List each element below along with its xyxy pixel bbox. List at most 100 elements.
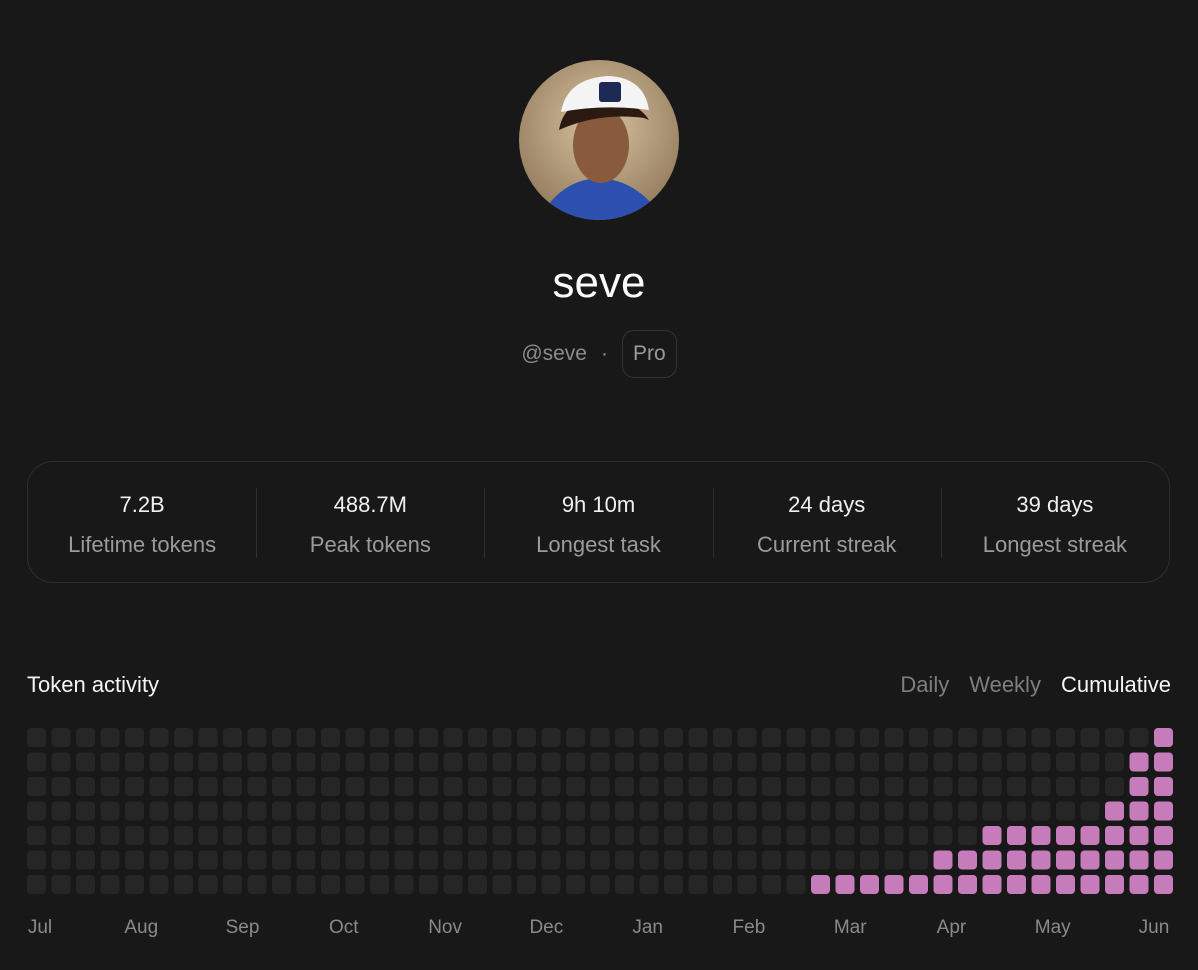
empty-cell <box>517 752 536 772</box>
empty-cell <box>860 728 879 747</box>
empty-cell <box>125 875 144 894</box>
empty-cell <box>639 826 659 845</box>
empty-cell <box>884 752 904 772</box>
empty-cell <box>541 801 561 821</box>
tab[interactable]: Daily <box>900 672 950 697</box>
empty-cell <box>370 801 389 821</box>
x-label: Dec <box>529 917 563 938</box>
stats-card: 7.2B Lifetime tokens 488.7M Peak tokens 9h 1… <box>27 461 1170 583</box>
empty-cell <box>125 826 144 845</box>
empty-cell <box>272 801 291 821</box>
empty-cell <box>272 728 291 747</box>
activity-cell <box>1031 850 1051 870</box>
empty-cell <box>835 777 855 796</box>
empty-cell <box>125 801 144 821</box>
x-label: May <box>1035 917 1071 938</box>
empty-cell <box>933 752 953 772</box>
empty-cell <box>492 850 512 870</box>
empty-cell <box>835 801 855 821</box>
empty-cell <box>1080 801 1100 821</box>
empty-cell <box>394 728 414 747</box>
empty-cell <box>296 777 316 796</box>
activity-cell <box>1154 875 1173 894</box>
empty-cell <box>345 801 365 821</box>
empty-cell <box>590 875 610 894</box>
activity-cell <box>1129 801 1149 821</box>
stat-value: 24 days <box>788 492 866 517</box>
empty-cell <box>100 777 120 796</box>
tab[interactable]: Weekly <box>969 672 1041 697</box>
empty-cell <box>786 752 806 772</box>
empty-cell <box>762 752 781 772</box>
empty-cell <box>345 777 365 796</box>
empty-cell <box>174 875 193 894</box>
x-label: Feb <box>733 917 766 938</box>
empty-cell <box>198 875 218 894</box>
empty-cell <box>517 728 536 747</box>
empty-cell <box>198 752 218 772</box>
empty-cell <box>982 777 1002 796</box>
avatar[interactable] <box>519 60 679 220</box>
stat-label: Lifetime tokens <box>68 532 217 557</box>
tabs: Daily Weekly Cumulative <box>900 672 1171 698</box>
empty-cell <box>370 752 389 772</box>
separator: · <box>601 342 608 365</box>
empty-cell <box>296 826 316 845</box>
empty-cell <box>517 777 536 796</box>
empty-cell <box>590 826 610 845</box>
empty-cell <box>394 777 414 796</box>
empty-cell <box>1056 728 1075 747</box>
empty-cell <box>125 728 144 747</box>
empty-cell <box>76 826 95 845</box>
empty-cell <box>174 826 193 845</box>
empty-cell <box>198 826 218 845</box>
empty-cell <box>100 826 120 845</box>
empty-cell <box>615 752 634 772</box>
empty-cell <box>958 801 977 821</box>
empty-cell <box>223 826 242 845</box>
empty-cell <box>76 777 95 796</box>
empty-cell <box>688 777 708 796</box>
activity-cell <box>1129 752 1149 772</box>
empty-cell <box>492 777 512 796</box>
stat: 24 days Current streak <box>712 462 941 582</box>
empty-cell <box>860 826 879 845</box>
empty-cell <box>860 752 879 772</box>
empty-cell <box>590 752 610 772</box>
activity-cell <box>884 875 904 894</box>
empty-cell <box>541 850 561 870</box>
empty-cell <box>786 801 806 821</box>
empty-cell <box>468 801 487 821</box>
empty-cell <box>688 801 708 821</box>
empty-cell <box>1031 801 1051 821</box>
empty-cell <box>27 752 46 772</box>
tab[interactable]: Cumulative <box>1060 672 1171 697</box>
empty-cell <box>835 850 855 870</box>
empty-cell <box>713 777 732 796</box>
stat-value: 9h 10m <box>561 492 636 517</box>
plan-badge: Pro <box>622 330 677 378</box>
empty-cell <box>517 826 536 845</box>
empty-cell <box>958 752 977 772</box>
empty-cell <box>149 777 169 796</box>
empty-cell <box>296 728 316 747</box>
empty-cell <box>370 826 389 845</box>
activity-cell <box>1056 850 1075 870</box>
stat-value: 39 days <box>1016 492 1094 517</box>
empty-cell <box>149 728 169 747</box>
empty-cell <box>982 728 1002 747</box>
activity-cell <box>1007 850 1026 870</box>
empty-cell <box>566 752 585 772</box>
empty-cell <box>982 801 1002 821</box>
empty-cell <box>860 801 879 821</box>
activity-cell <box>835 875 855 894</box>
empty-cell <box>664 826 683 845</box>
empty-cell <box>443 826 463 845</box>
empty-cell <box>762 728 781 747</box>
empty-cell <box>786 875 806 894</box>
empty-cell <box>639 801 659 821</box>
empty-cell <box>125 752 144 772</box>
empty-cell <box>492 875 512 894</box>
empty-cell <box>713 801 732 821</box>
empty-cell <box>198 801 218 821</box>
